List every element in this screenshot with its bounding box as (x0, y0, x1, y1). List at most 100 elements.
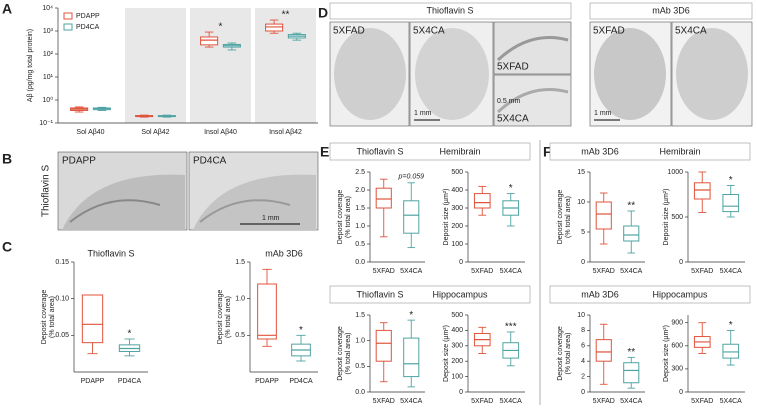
box (623, 362, 640, 384)
chart: 0.0 0.5 1.0 1.5 Deposit coverage (% total are… (337, 310, 425, 405)
x-tick-label: PDAPP (81, 378, 105, 385)
y-tick-label: 100 (451, 373, 463, 380)
y-axis-label: Deposit coverage (557, 326, 564, 381)
section-subtitle: Hemibrain (439, 146, 480, 156)
y-tick-label: 400 (451, 187, 463, 194)
y-axis-label: Deposit coverage (337, 326, 344, 381)
y-tick-label: 10 (577, 312, 585, 319)
section-title: Thioflavin S (356, 146, 403, 156)
legend-label: PD4CA (76, 24, 100, 31)
y-tick-label: 1.0 (355, 338, 365, 345)
section-header-box (329, 285, 531, 304)
image-label: 5XFAD (333, 26, 365, 37)
y-tick-label: 4 (581, 358, 585, 365)
y-tick-label: 0.10 (55, 296, 69, 303)
y-tick-label: 400 (451, 327, 463, 334)
box (403, 200, 420, 234)
box (257, 283, 277, 340)
x-tick-label: 5XFAD (471, 268, 493, 275)
y-tick-label: 1.0 (235, 296, 245, 303)
scale-label: 1 mm (594, 110, 612, 117)
x-tick-label: 5X4CA (620, 398, 643, 405)
y-tick-label: 0.05 (55, 332, 69, 339)
y-axis-label: Deposit size (µm²) (663, 325, 670, 382)
panel-label: D (318, 5, 328, 21)
significance: ** (627, 201, 635, 212)
box (473, 193, 491, 209)
legend-swatch (63, 23, 73, 31)
y-tick-label: 5 (581, 229, 585, 236)
x-tick-label: 5XFAD (691, 398, 713, 405)
y-axis-label: Deposit coverage (41, 290, 48, 345)
image-label: 5X4CA (413, 26, 445, 37)
x-tick-label: 5X4CA (400, 268, 423, 275)
x-tick-label: Sol Aβ40 (76, 129, 104, 136)
y-tick-label: 200 (451, 223, 463, 230)
y-tick-label: 1.5 (355, 205, 365, 212)
section-subtitle: Hemibrain (659, 146, 700, 156)
legend-label: PDAPP (76, 13, 100, 20)
y-tick-label: 0.5 (355, 241, 365, 248)
y-tick-label: 1000 (667, 169, 683, 176)
box (81, 294, 104, 344)
y-axis-label: Deposit size (µm²) (663, 189, 670, 246)
band-shade (190, 8, 251, 123)
y-axis-label: Deposit coverage (337, 190, 344, 245)
image-header: mAb 3D6 (652, 5, 690, 15)
panel-label: B (2, 151, 12, 167)
y-tick-label: 0.15 (55, 259, 69, 266)
y-axis-label: Deposit coverage (217, 290, 224, 345)
y-axis-label: Aβ (pg/mg total protein) (27, 29, 34, 102)
y-tick-label: 300 (671, 366, 683, 373)
x-tick-label: Insol Aβ40 (204, 129, 237, 136)
section-title: mAb 3D6 (581, 146, 619, 156)
chart: 0 2 4 6 8 10 Deposit coverage (% total area) 5XF… (557, 312, 645, 405)
chart: 0.05 0.10 0.15 Deposit coverage (% total are… (41, 248, 148, 385)
y-tick-label: 0 (459, 389, 463, 396)
y-tick-label: 10¹ (43, 74, 54, 81)
panel-d-images (329, 2, 753, 127)
significance: * (509, 183, 513, 194)
significance: * (729, 320, 733, 331)
significance: * (409, 310, 413, 321)
box (375, 187, 392, 209)
y-tick-label: 200 (451, 358, 463, 365)
x-tick-label: 5XFAD (373, 398, 395, 405)
scale-label: 1 mm (414, 110, 432, 117)
x-tick-label: 5XFAD (691, 268, 713, 275)
x-tick-label: PD4CA (289, 378, 313, 385)
y-tick-label: 2 (581, 373, 585, 380)
y-tick-label: 0 (459, 259, 463, 266)
y-tick-label: 300 (451, 205, 463, 212)
section-header-box (549, 142, 751, 161)
y-axis-label: (% total area) (345, 332, 352, 374)
image-axis-label: Thioflavin S (41, 165, 52, 218)
panel-label: A (2, 1, 12, 17)
box (595, 201, 612, 230)
section-title: Thioflavin S (356, 289, 403, 299)
y-axis-label: Deposit coverage (557, 190, 564, 245)
legend-swatch (63, 12, 73, 20)
image-header: Thioflavin S (426, 5, 473, 15)
y-tick-label: 600 (671, 343, 683, 350)
image-label: 5X4CA (675, 26, 707, 37)
image-label: 5XFAD (497, 62, 529, 73)
x-tick-label: 5X4CA (400, 398, 423, 405)
y-tick-label: 0 (679, 389, 683, 396)
x-tick-label: Sol Aβ42 (141, 129, 169, 136)
y-tick-label: 10³ (43, 28, 54, 35)
y-tick-label: 2.0 (355, 187, 365, 194)
section-subtitle: Hippocampus (432, 289, 488, 299)
y-tick-label: 8 (581, 327, 585, 334)
y-tick-label: 500 (451, 312, 463, 319)
chart-title: Thioflavin S (87, 248, 134, 258)
y-axis-label: (% total area) (565, 196, 572, 238)
x-tick-label: 5X4CA (720, 398, 743, 405)
x-tick-label: 5X4CA (620, 268, 643, 275)
x-tick-label: 5XFAD (593, 398, 615, 405)
significance: * (729, 175, 733, 186)
chart: 10⁻¹ 10⁰ 10¹ 10² 10³ 10⁴ Aβ (pg/mg total prote… (27, 5, 318, 136)
